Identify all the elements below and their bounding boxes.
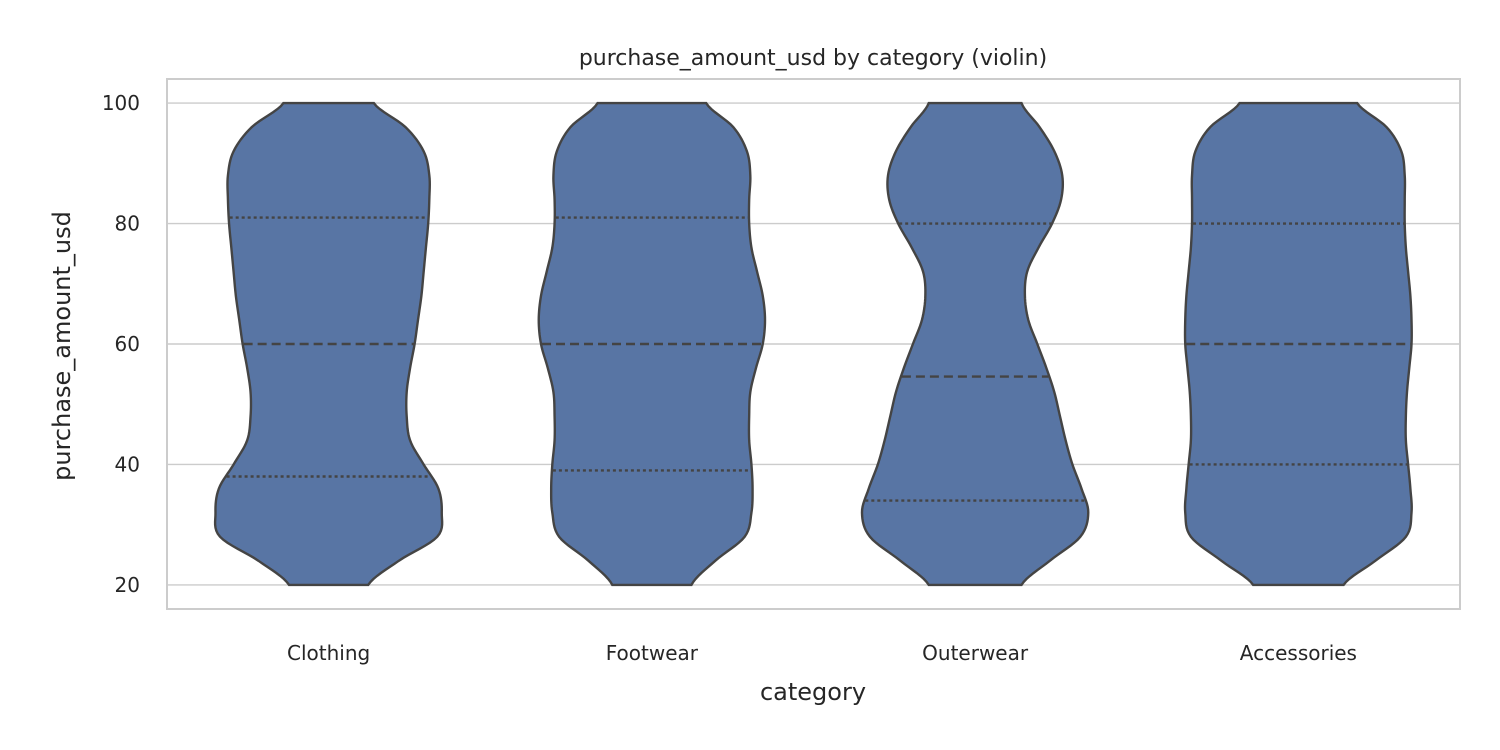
violin-clothing: [213, 101, 444, 587]
y-tick-label-100: 100: [102, 91, 140, 115]
y-tick-label-40: 40: [115, 452, 140, 476]
y-tick-label-60: 60: [115, 332, 140, 356]
x-tick-labels: Clothing Footwear Outerwear Accessories: [287, 641, 1357, 665]
plot-frame: [166, 78, 1461, 610]
y-tick-label-80: 80: [115, 212, 140, 236]
x-axis-label: category: [760, 678, 866, 706]
violins: [213, 101, 1413, 587]
chart-title: purchase_amount_usd by category (violin): [579, 46, 1047, 71]
violin-footwear: [537, 101, 767, 587]
violin-outerwear: [860, 101, 1090, 587]
x-tick-label-clothing: Clothing: [287, 641, 370, 665]
y-axis-label: purchase_amount_usd: [48, 211, 76, 481]
x-tick-label-outerwear: Outerwear: [922, 641, 1029, 665]
x-tick-label-accessories: Accessories: [1240, 641, 1357, 665]
violin-body-footwear: [537, 101, 767, 587]
y-tick-labels: 20 40 60 80 100: [102, 91, 140, 597]
y-tick-label-20: 20: [115, 573, 140, 597]
x-tick-label-footwear: Footwear: [606, 641, 699, 665]
violin-accessories: [1183, 101, 1413, 587]
